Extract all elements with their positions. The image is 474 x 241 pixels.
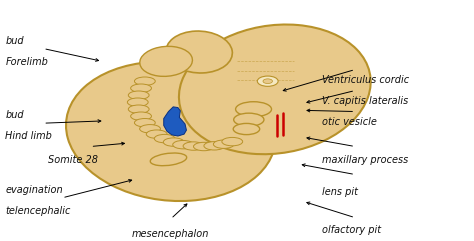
Text: Somite 28: Somite 28	[48, 155, 98, 165]
Ellipse shape	[179, 25, 371, 154]
Ellipse shape	[204, 142, 225, 150]
Ellipse shape	[135, 77, 155, 85]
Circle shape	[257, 76, 278, 86]
Text: V. capitis lateralis: V. capitis lateralis	[322, 96, 408, 106]
Ellipse shape	[183, 142, 204, 150]
Ellipse shape	[128, 98, 148, 106]
Polygon shape	[164, 107, 186, 136]
Text: lens pit: lens pit	[322, 187, 358, 197]
Text: maxillary process: maxillary process	[322, 155, 408, 165]
Ellipse shape	[233, 123, 260, 135]
Ellipse shape	[193, 142, 214, 151]
Ellipse shape	[128, 105, 149, 113]
Circle shape	[263, 79, 273, 84]
Ellipse shape	[140, 125, 160, 133]
Text: Hind limb: Hind limb	[5, 131, 52, 141]
Ellipse shape	[213, 140, 234, 148]
Ellipse shape	[128, 91, 149, 99]
Ellipse shape	[146, 130, 167, 138]
Ellipse shape	[222, 137, 243, 146]
Ellipse shape	[166, 31, 232, 73]
Text: Forelimb: Forelimb	[5, 57, 48, 67]
Ellipse shape	[66, 62, 276, 201]
Ellipse shape	[131, 84, 152, 92]
Text: telencephalic: telencephalic	[5, 206, 71, 216]
Ellipse shape	[135, 119, 155, 127]
Text: mesencephalon: mesencephalon	[132, 229, 210, 239]
Ellipse shape	[234, 113, 264, 126]
Text: bud: bud	[5, 36, 24, 46]
Ellipse shape	[140, 46, 192, 76]
Ellipse shape	[155, 134, 175, 143]
Ellipse shape	[150, 153, 187, 166]
Text: otic vesicle: otic vesicle	[322, 117, 377, 127]
Ellipse shape	[173, 141, 193, 149]
Ellipse shape	[236, 102, 272, 117]
Text: bud: bud	[5, 110, 24, 120]
Ellipse shape	[131, 112, 152, 120]
Text: evagination: evagination	[5, 185, 63, 195]
Ellipse shape	[163, 138, 184, 146]
Text: Ventriculus cordic: Ventriculus cordic	[322, 75, 409, 85]
Text: olfactory pit: olfactory pit	[322, 225, 381, 235]
